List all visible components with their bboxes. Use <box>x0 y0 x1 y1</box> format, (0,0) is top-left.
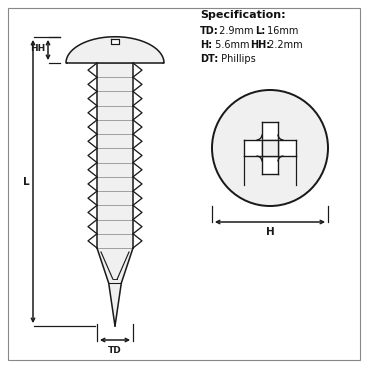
Text: HH:: HH: <box>250 40 270 50</box>
Polygon shape <box>244 140 296 156</box>
Text: 5.6mm: 5.6mm <box>212 40 252 50</box>
Polygon shape <box>97 248 133 326</box>
Text: DT: DT <box>272 173 286 182</box>
Text: L: L <box>24 177 30 187</box>
Text: 2.9mm: 2.9mm <box>216 26 256 36</box>
Polygon shape <box>97 63 133 248</box>
Text: Phillips: Phillips <box>218 54 256 64</box>
Polygon shape <box>262 122 278 174</box>
Text: Specification:: Specification: <box>200 10 286 20</box>
Polygon shape <box>244 140 296 156</box>
Text: 16mm: 16mm <box>264 26 298 36</box>
Text: 2.2mm: 2.2mm <box>265 40 302 50</box>
Text: TD: TD <box>108 346 122 355</box>
Text: DT:: DT: <box>200 54 218 64</box>
Text: TD:: TD: <box>200 26 219 36</box>
Text: H:: H: <box>200 40 212 50</box>
Text: L:: L: <box>255 26 265 36</box>
Polygon shape <box>262 140 278 156</box>
Polygon shape <box>66 37 164 63</box>
Polygon shape <box>111 39 119 44</box>
Text: H: H <box>266 227 275 237</box>
Circle shape <box>212 90 328 206</box>
Text: HH: HH <box>30 44 45 53</box>
